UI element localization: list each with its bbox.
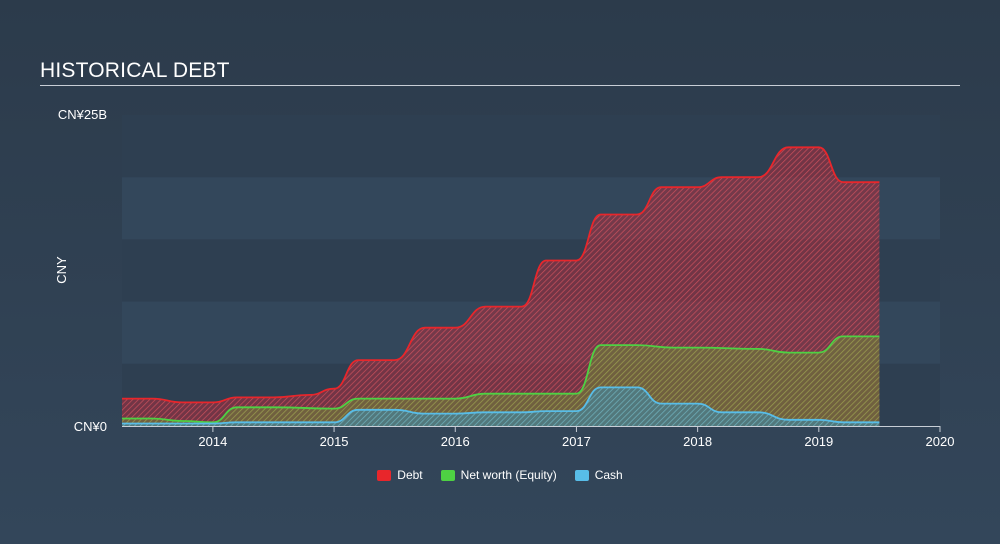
- y-axis-label: CNY: [54, 256, 69, 284]
- x-tick-label: 2015: [320, 434, 349, 449]
- x-tick-label: 2019: [804, 434, 833, 449]
- legend-label-cash: Cash: [594, 468, 623, 482]
- chart-legend: Debt Net worth (Equity) Cash: [0, 468, 1000, 482]
- x-tick-label: 2016: [441, 434, 470, 449]
- title-divider: [40, 85, 960, 86]
- x-tick-label: 2018: [683, 434, 712, 449]
- legend-swatch-cash: [574, 469, 589, 481]
- legend-label-equity: Net worth (Equity): [460, 468, 557, 482]
- line-equity: [122, 335, 880, 424]
- legend-item-equity[interactable]: Net worth (Equity): [440, 468, 557, 482]
- x-tick-label: 2020: [926, 434, 955, 449]
- chart-title: HISTORICAL DEBT: [40, 59, 230, 82]
- area-cash: [122, 387, 880, 426]
- x-tick-label: 2017: [562, 434, 591, 449]
- line-debt: [122, 146, 880, 404]
- y-tick-label-min: CN¥0: [74, 419, 107, 434]
- line-cash: [122, 386, 880, 425]
- y-tick-label-max: CN¥25B: [58, 107, 107, 122]
- legend-swatch-debt: [377, 469, 392, 481]
- legend-item-debt[interactable]: Debt: [377, 468, 423, 482]
- legend-item-cash[interactable]: Cash: [574, 468, 623, 482]
- x-tick-label: 2014: [198, 434, 227, 449]
- legend-swatch-equity: [440, 469, 455, 481]
- legend-label-debt: Debt: [397, 468, 423, 482]
